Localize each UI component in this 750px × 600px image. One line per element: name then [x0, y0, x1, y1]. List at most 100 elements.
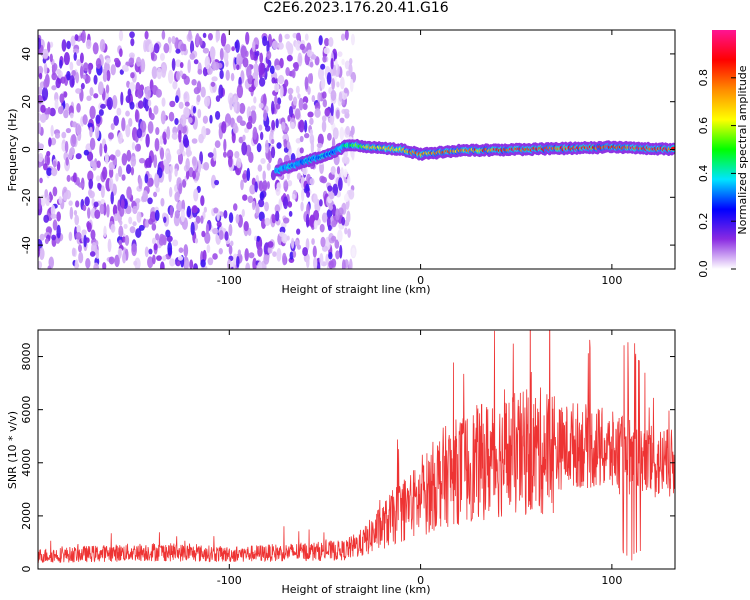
spectrogram-noise-cell [244, 248, 249, 262]
spectrogram-noise-cell [151, 237, 157, 245]
spectrogram-noise-cell [163, 216, 167, 224]
spectrogram-noise-cell [68, 200, 73, 206]
spectrogram-noise-cell [51, 62, 58, 72]
spectrogram-noise-cell [288, 210, 293, 217]
spectrogram-noise-cell [178, 129, 182, 143]
spectrogram-noise-cell [190, 221, 195, 236]
spectrogram-noise-cell [253, 96, 257, 104]
spectrogram-noise-cell [235, 214, 240, 224]
spectrogram-noise-cell [349, 58, 353, 65]
spectrogram-noise-cell [119, 48, 123, 57]
spectrogram-noise-cell [82, 204, 87, 212]
spectrogram-noise-cell [264, 139, 269, 154]
spectrogram-noise-cell [271, 77, 276, 84]
spectrogram-noise-cell [174, 117, 179, 125]
spectrogram-noise-cell [42, 163, 48, 171]
spectrogram-noise-cell [74, 259, 79, 269]
spectrogram-noise-cell [205, 223, 210, 235]
spectrogram-noise-cell [297, 93, 301, 99]
spectrogram-noise-cell [93, 93, 99, 99]
spectrogram-noise-cell [331, 220, 337, 228]
spectrogram-noise-cell [85, 258, 91, 269]
spectrogram-noise-cell [271, 138, 275, 145]
spectrogram-noise-cell [210, 81, 216, 87]
spectrogram-noise-cell [120, 199, 125, 209]
spectrogram-noise-cell [118, 225, 124, 238]
spectrogram-noise-cell [206, 244, 211, 253]
spectrogram-noise-cell [278, 42, 284, 50]
spectrogram-noise-cell [305, 213, 310, 228]
spectrogram-noise-cell [134, 109, 139, 123]
spectrogram-noise-cell [78, 244, 82, 253]
spectrogram-noise-cell [85, 39, 92, 50]
spectrogram-noise-cell [120, 91, 124, 106]
spectrogram-noise-cell [102, 262, 107, 269]
spectrogram-noise-cell [97, 81, 104, 96]
spectrogram-noise-cell [200, 86, 206, 98]
spectrogram-noise-cell [76, 59, 82, 66]
spectrogram-noise-cell [302, 96, 309, 105]
spectrogram-noise-cell [343, 87, 349, 94]
spectrogram-noise-cell [130, 156, 137, 167]
spectrogram-noise-cell [326, 209, 333, 219]
spectrogram-noise-cell [102, 68, 107, 75]
spectrogram-noise-cell [282, 133, 289, 142]
spectrogram-noise-cell [113, 213, 119, 222]
spectrogram-noise-cell [96, 160, 101, 169]
spectrogram-noise-cell [218, 84, 224, 99]
spectrogram-noise-cell [87, 170, 94, 182]
spectrogram-noise-cell [61, 143, 66, 152]
spectrogram-noise-cell [339, 244, 343, 259]
spectrogram-noise-cell [109, 154, 115, 161]
spectrogram-noise-cell [241, 209, 245, 218]
spectrogram-noise-cell [69, 75, 75, 88]
spectrogram-noise-cell [304, 76, 309, 90]
spectrogram-noise-cell [79, 65, 84, 79]
spectrogram-noise-cell [66, 70, 71, 81]
spectrogram-panel: -100 0 100 -40 -20 0 20 40 Height of straight … [6, 29, 676, 296]
y-tick-label: 40 [20, 47, 33, 61]
spectrogram-noise-cell [321, 91, 327, 99]
spectrogram-noise-cell [90, 229, 96, 240]
spectrogram-noise-cell [279, 85, 284, 98]
spectrogram-noise-cell [331, 235, 337, 242]
spectrogram-noise-cell [255, 50, 260, 57]
spectrogram-noise-cell [247, 195, 254, 204]
spectrogram-noise-cell [209, 46, 216, 60]
spectrogram-noise-cell [254, 44, 259, 50]
spectrogram-noise-cell [287, 201, 293, 208]
spectrogram-noise-cell [304, 33, 309, 41]
spectrogram-noise-cell [124, 235, 130, 246]
spectrogram-noise-cell [105, 57, 111, 64]
spectrogram-noise-cell [257, 164, 263, 172]
snr-background [38, 330, 675, 569]
spectrogram-noise-cell [153, 243, 158, 251]
spectrogram-noise-cell [224, 231, 229, 241]
spectrogram-noise-cell [128, 57, 135, 66]
spectrogram-noise-cell [155, 88, 162, 98]
spectrogram-noise-cell [269, 65, 275, 75]
spectrogram-noise-cell [303, 120, 308, 133]
spectrogram-noise-cell [160, 110, 166, 125]
spectrogram-noise-cell [100, 103, 106, 109]
spectrogram-noise-cell [203, 161, 210, 171]
spectrogram-noise-cell [340, 167, 344, 179]
spectrogram-noise-cell [213, 207, 219, 214]
spectrogram-noise-cell [233, 203, 238, 211]
spectrogram-noise-cell [174, 95, 179, 103]
spectrogram-noise-cell [167, 241, 173, 256]
spectrogram-noise-cell [162, 131, 167, 141]
spectrogram-noise-cell [89, 87, 94, 97]
spectrogram-noise-cell [339, 117, 345, 124]
spectrogram-noise-cell [47, 41, 51, 53]
spectrogram-noise-cell [115, 172, 119, 182]
y-tick-label: 20 [20, 95, 33, 109]
spectrogram-noise-cell [38, 196, 42, 210]
spectrogram-noise-cell [163, 159, 168, 167]
spectrogram-noise-cell [270, 146, 276, 159]
spectrogram-noise-cell [293, 61, 299, 72]
spectrogram-noise-cell [106, 204, 110, 218]
spectrogram-noise-cell [48, 137, 52, 147]
spectrogram-noise-cell [319, 252, 324, 266]
spectrogram-noise-cell [319, 223, 325, 233]
